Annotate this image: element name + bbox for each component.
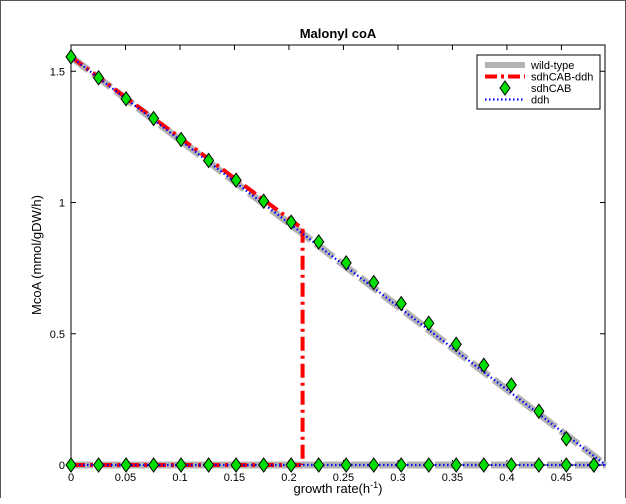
legend-label-wild-type: wild-type	[530, 60, 574, 72]
legend-label-sdhCAB-ddh: sdhCAB-ddh	[531, 72, 593, 84]
sdhCAB-point-lower	[313, 457, 325, 473]
sdhCAB-point-lower	[230, 457, 242, 473]
sdhCAB-point-lower	[368, 457, 380, 473]
legend-label-ddh: ddh	[531, 95, 549, 107]
series-line-ddh	[70, 55, 607, 466]
sdhCAB-point-lower	[340, 457, 352, 473]
sdhCAB-point-lower	[203, 457, 215, 473]
sdhCAB-point	[230, 172, 242, 189]
markers-layer	[65, 48, 600, 473]
sdhCAB-point-lower	[65, 457, 77, 473]
sdhCAB-point	[340, 255, 352, 271]
x-tick-label: 0.3	[390, 472, 405, 484]
sdhCAB-point-lower	[120, 457, 132, 473]
x-tick-label: 0.2	[281, 472, 296, 484]
sdhCAB-point-lower	[423, 457, 435, 473]
x-tick-label: 0	[68, 472, 74, 484]
sdhCAB-point	[505, 377, 517, 393]
x-tick-label: 0.1	[172, 472, 187, 484]
sdhCAB-point	[368, 274, 380, 291]
sdhCAB-point	[65, 48, 77, 65]
sdhCAB-point	[92, 69, 105, 86]
sdhCAB-point-lower	[285, 457, 297, 473]
x-tick-label: 0.45	[551, 472, 572, 484]
chart-title: Malonyl coA	[300, 26, 377, 41]
x-tick-label: 0.4	[499, 472, 514, 484]
legend-marker-sdhCAB	[499, 80, 511, 96]
sdhCAB-point	[285, 214, 297, 231]
sdhCAB-point	[560, 430, 572, 447]
sdhCAB-point-lower	[92, 457, 105, 473]
x-axis-label: growth rate(h-1)	[294, 480, 383, 496]
sdhCAB-point	[450, 336, 462, 353]
x-tick-label: 0.25	[333, 472, 354, 484]
x-tick-label: 0.35	[442, 472, 463, 484]
y-tick-label: 0.5	[50, 329, 65, 341]
sdhCAB-point	[203, 152, 215, 169]
axis-ticks: 0 0.05 0.1 0.15 0.2 0.25 0.3 0.35 0.4 0.45 0 0.5 1 1.…	[50, 45, 605, 484]
sdhCAB-point	[423, 315, 435, 332]
x-tick-label: 0.05	[115, 472, 136, 484]
sdhCAB-point-lower	[175, 457, 187, 473]
sdhCAB-point	[533, 403, 545, 420]
legend-label-sdhCAB: sdhCAB	[531, 83, 571, 95]
sdhCAB-point	[175, 131, 187, 148]
sdhCAB-point	[258, 193, 270, 210]
sdhCAB-point	[395, 295, 407, 312]
y-axis-label: McoA (mmol/gDW/h)	[29, 195, 44, 315]
y-tick-label: 0	[59, 460, 65, 472]
sdhCAB-point-lower	[560, 457, 572, 473]
sdhCAB-point-lower	[478, 457, 490, 473]
sdhCAB-point-lower	[147, 457, 160, 473]
sdhCAB-point-lower	[395, 457, 407, 473]
sdhCAB-point-lower	[258, 457, 270, 473]
series-layer	[68, 54, 608, 469]
sdhCAB-point	[313, 234, 325, 250]
sdhCAB-point-lower	[505, 457, 517, 473]
y-tick-label: 1.5	[50, 66, 65, 78]
sdhCAB-point	[120, 90, 132, 107]
sdhCAB-point-lower	[533, 457, 545, 473]
x-tick-label: 0.15	[224, 472, 245, 484]
sdhCAB-point-lower	[588, 457, 600, 473]
sdhCAB-point-lower	[450, 457, 462, 473]
sdhCAB-point	[478, 357, 490, 374]
plot-area	[70, 44, 606, 466]
y-tick-label: 1	[59, 198, 65, 210]
sdhCAB-point	[147, 110, 160, 127]
